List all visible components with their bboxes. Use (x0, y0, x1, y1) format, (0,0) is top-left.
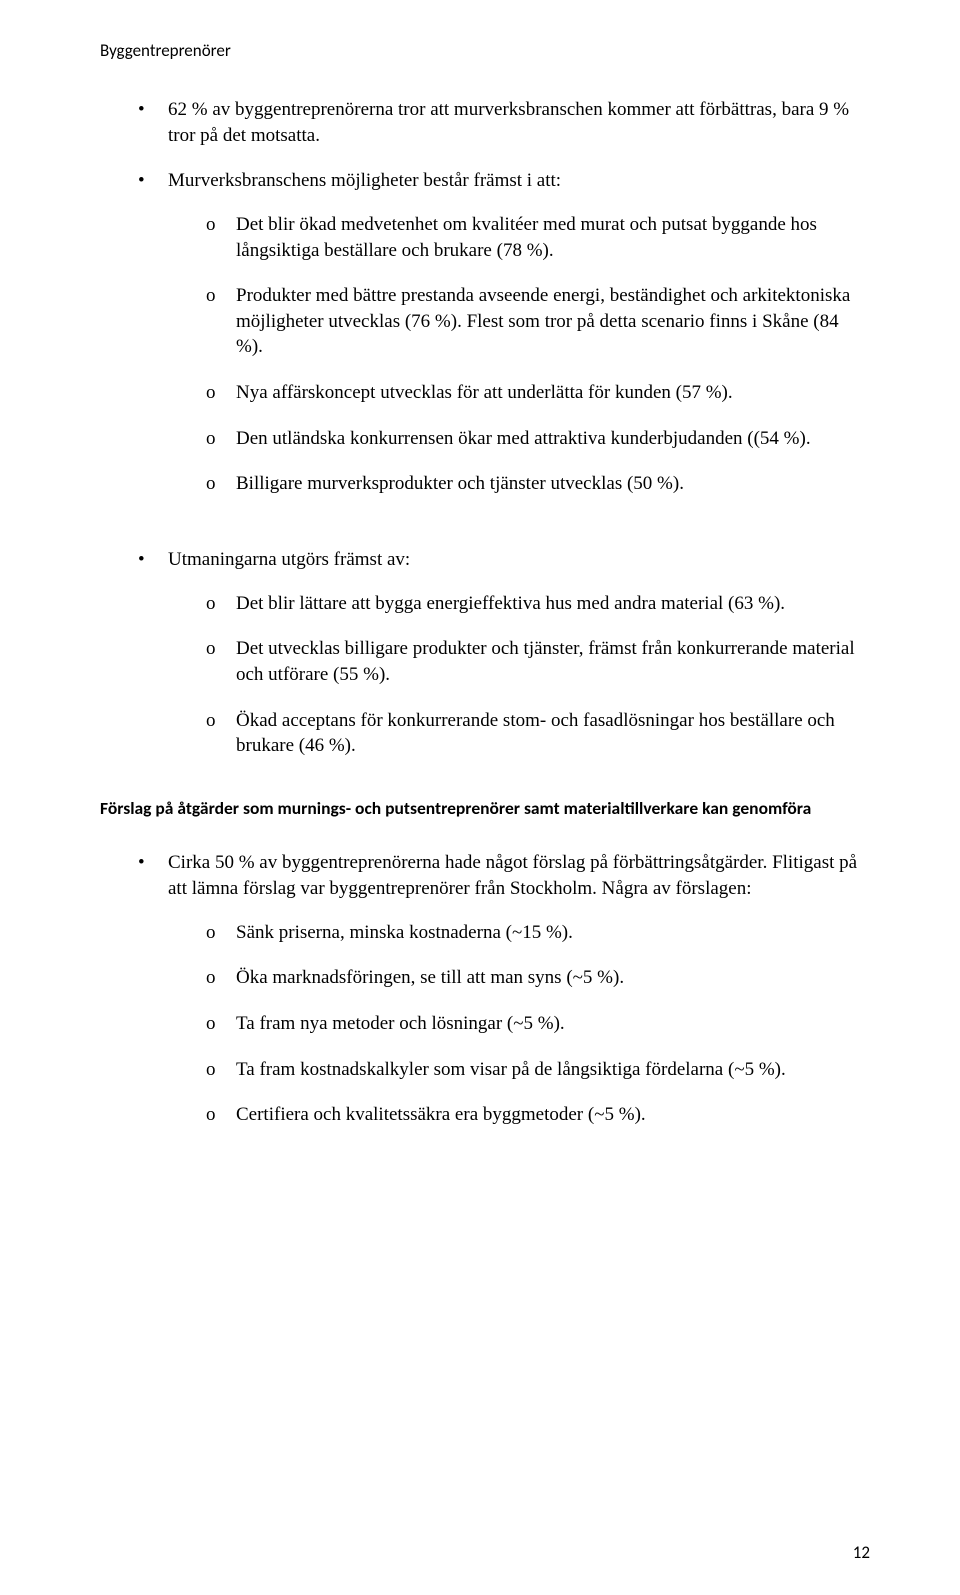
body-text: Cirka 50 % av byggentreprenörerna hade n… (168, 852, 857, 899)
sub-list-item: o Det utvecklas billigare produkter och … (206, 636, 870, 687)
body-text: Ökad acceptans för konkurrerande stom- o… (236, 710, 835, 757)
body-text: Produkter med bättre prestanda avseende … (236, 285, 850, 357)
sub-marker: o (206, 471, 216, 497)
sub-marker: o (206, 636, 216, 662)
sub-marker: o (206, 380, 216, 406)
sub-list-item: o Produkter med bättre prestanda avseend… (206, 283, 870, 360)
body-text: Certifiera och kvalitetssäkra era byggme… (236, 1104, 646, 1125)
sub-list-item: o Billigare murverksprodukter och tjänst… (206, 471, 870, 497)
body-text: Nya affärskoncept utvecklas för att unde… (236, 382, 733, 403)
body-text: Öka marknadsföringen, se till att man sy… (236, 967, 624, 988)
sub-marker: o (206, 1102, 216, 1128)
sub-marker: o (206, 426, 216, 452)
sub-marker: o (206, 212, 216, 238)
sub-list: o Sänk priserna, minska kostnaderna (~15… (206, 920, 870, 1128)
sub-list-item: o Det blir ökad medvetenhet om kvalitéer… (206, 212, 870, 263)
page-header: Byggentreprenörer (100, 40, 870, 63)
sub-list: o Det blir lättare att bygga energieffek… (206, 591, 870, 759)
list-item: Cirka 50 % av byggentreprenörerna hade n… (138, 850, 870, 1127)
body-text: Det utvecklas billigare produkter och tj… (236, 638, 855, 685)
sub-marker: o (206, 283, 216, 309)
body-text: Billigare murverksprodukter och tjänster… (236, 473, 684, 494)
sub-list-item: o Ta fram kostnadskalkyler som visar på … (206, 1057, 870, 1083)
sub-marker: o (206, 920, 216, 946)
list-item: Utmaningarna utgörs främst av: o Det bli… (138, 547, 870, 759)
sub-marker: o (206, 591, 216, 617)
sub-marker: o (206, 965, 216, 991)
list-item: 62 % av byggentreprenörerna tror att mur… (138, 97, 870, 148)
body-text: Murverksbranschens möjligheter består fr… (168, 170, 561, 191)
main-list-2: Cirka 50 % av byggentreprenörerna hade n… (138, 850, 870, 1127)
sub-list-item: o Ta fram nya metoder och lösningar (~5 … (206, 1011, 870, 1037)
document-page: Byggentreprenörer 62 % av byggentreprenö… (0, 0, 960, 1595)
sub-list-item: o Det blir lättare att bygga energieffek… (206, 591, 870, 617)
main-list-1b: Utmaningarna utgörs främst av: o Det bli… (138, 547, 870, 759)
sub-list-item: o Sänk priserna, minska kostnaderna (~15… (206, 920, 870, 946)
body-text: Ta fram kostnadskalkyler som visar på de… (236, 1059, 786, 1080)
sub-list-item: o Den utländska konkurrensen ökar med at… (206, 426, 870, 452)
body-text: Ta fram nya metoder och lösningar (~5 %)… (236, 1013, 565, 1034)
body-text: Det blir ökad medvetenhet om kvalitéer m… (236, 214, 817, 261)
section-heading: Förslag på åtgärder som murnings- och pu… (100, 797, 870, 821)
sub-marker: o (206, 1011, 216, 1037)
spacer (100, 517, 870, 547)
body-text: Sänk priserna, minska kostnaderna (~15 %… (236, 922, 573, 943)
main-list-1: 62 % av byggentreprenörerna tror att mur… (138, 97, 870, 497)
page-number: 12 (853, 1542, 870, 1565)
sub-list-item: o Nya affärskoncept utvecklas för att un… (206, 380, 870, 406)
list-item: Murverksbranschens möjligheter består fr… (138, 168, 870, 497)
sub-list: o Det blir ökad medvetenhet om kvalitéer… (206, 212, 870, 497)
body-text: 62 % av byggentreprenörerna tror att mur… (168, 99, 849, 146)
sub-marker: o (206, 708, 216, 734)
body-text: Det blir lättare att bygga energieffekti… (236, 593, 785, 614)
sub-marker: o (206, 1057, 216, 1083)
sub-list-item: o Öka marknadsföringen, se till att man … (206, 965, 870, 991)
sub-list-item: o Certifiera och kvalitetssäkra era bygg… (206, 1102, 870, 1128)
body-text: Utmaningarna utgörs främst av: (168, 549, 410, 570)
sub-list-item: o Ökad acceptans för konkurrerande stom-… (206, 708, 870, 759)
body-text: Den utländska konkurrensen ökar med attr… (236, 428, 811, 449)
